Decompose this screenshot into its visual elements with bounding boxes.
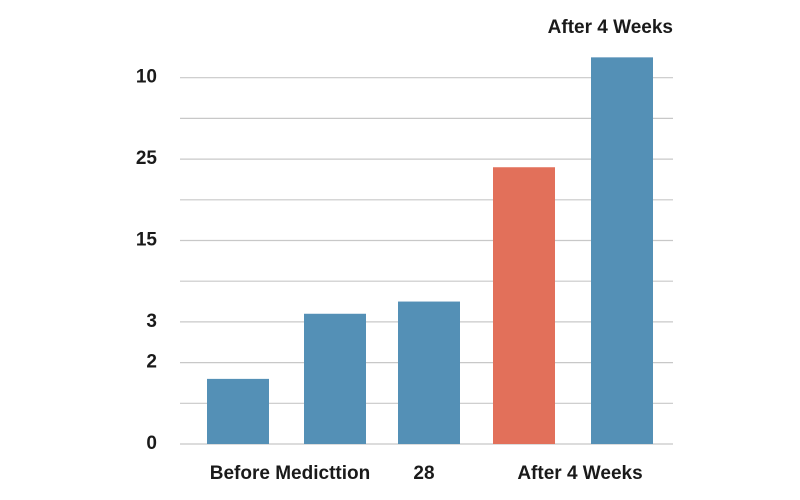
bar: [591, 57, 653, 444]
bar: [207, 378, 269, 444]
y-tick-label: 2: [146, 352, 157, 373]
chart-title: After 4 Weeks: [548, 17, 673, 38]
x-tick-label: Before Medicttion: [210, 463, 370, 484]
y-tick-label: 10: [136, 67, 157, 88]
bar: [304, 313, 366, 444]
x-tick-label: After 4 Weeks: [517, 463, 642, 484]
y-tick-label: 3: [146, 311, 157, 332]
x-tick-label: 28: [413, 463, 434, 484]
y-tick-label: 0: [146, 433, 157, 454]
y-tick-label: 15: [136, 230, 158, 251]
y-tick-label: 25: [136, 148, 158, 169]
bar: [493, 167, 555, 445]
bar: [398, 301, 460, 444]
